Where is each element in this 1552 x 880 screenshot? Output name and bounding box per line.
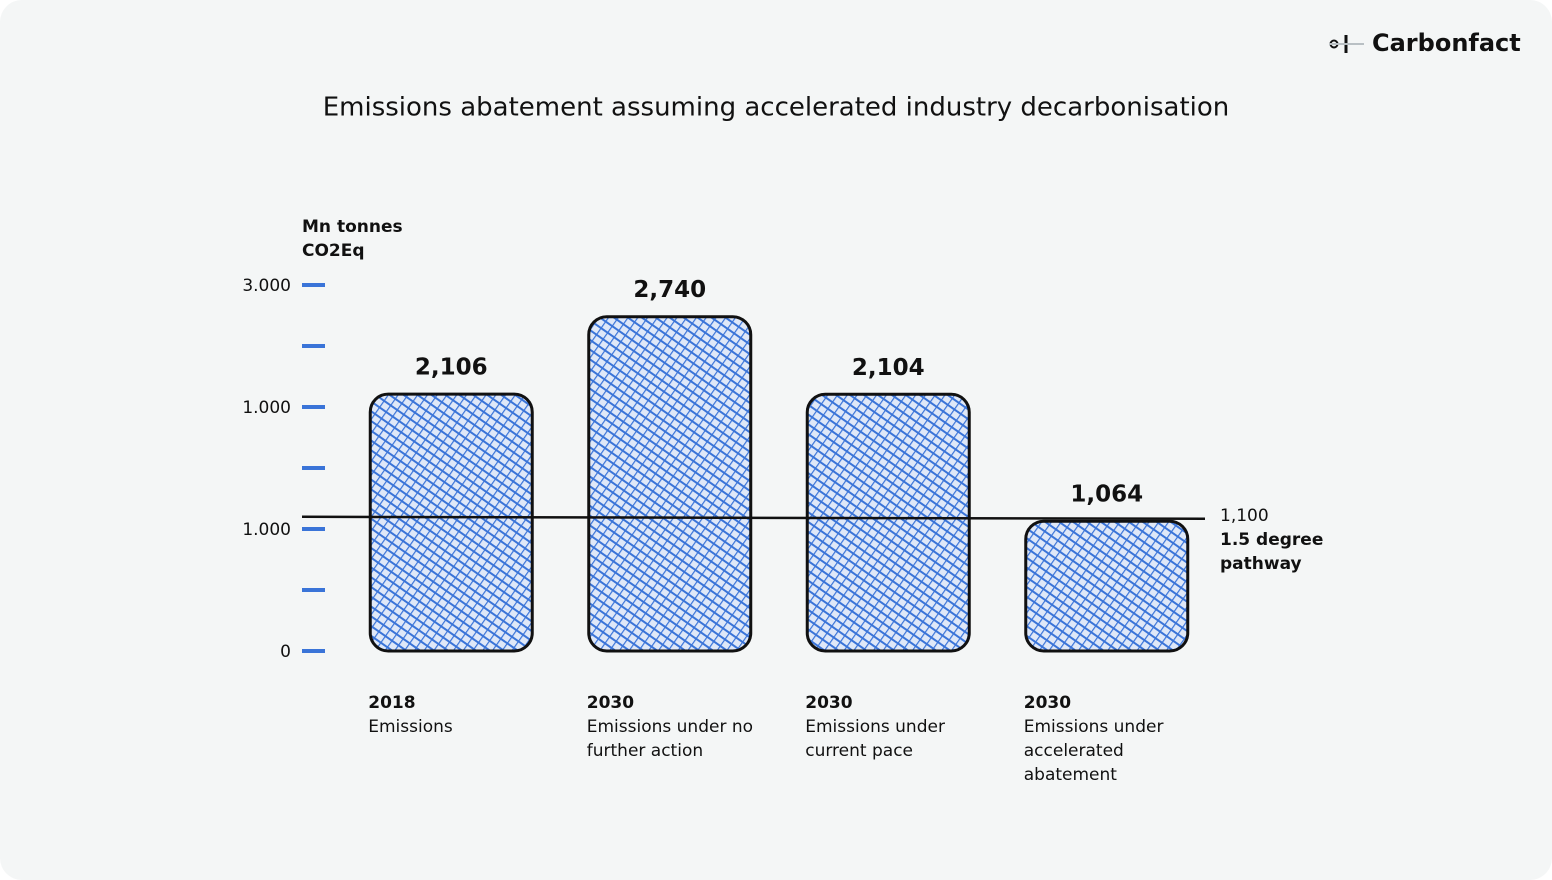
bar: [805, 392, 971, 653]
x-tick-label: 2030: [805, 693, 853, 713]
bar: [587, 315, 753, 653]
y-tick-label: 0: [280, 642, 291, 662]
reference-line: [301, 515, 1206, 521]
value-label: 2,740: [633, 277, 706, 303]
y-tick-label: 1.000: [242, 520, 291, 540]
chart-title: Emissions abatement assuming accelerated…: [323, 93, 1230, 123]
x-tick-label: 2030: [1023, 693, 1072, 713]
brand: Carbonfact: [1372, 29, 1521, 57]
category-description: Emissions under no further action: [586, 717, 754, 761]
bar: [1024, 519, 1190, 653]
value-label: 1,064: [1070, 482, 1143, 508]
value-label: 2,104: [852, 355, 925, 381]
y-tick-label: 3.000: [242, 276, 291, 296]
logo-icon: [1329, 35, 1364, 53]
value-label: 2,106: [415, 355, 488, 381]
reference-text: 1.5 degree pathway: [1220, 529, 1324, 574]
reference-value-label: 1,100: [1220, 505, 1269, 526]
category-description: Emissions: [368, 717, 453, 737]
category-description: Emissions under accelerated abatement: [1023, 717, 1164, 785]
y-tick-label: 1.000: [242, 398, 291, 418]
category-description: Emissions under current pace: [805, 717, 945, 761]
x-tick-label: 2018: [368, 693, 416, 713]
y-axis-label: Mn tonnes CO2Eq: [302, 217, 403, 261]
bar: [368, 392, 534, 653]
x-tick-label: 2030: [586, 693, 635, 713]
